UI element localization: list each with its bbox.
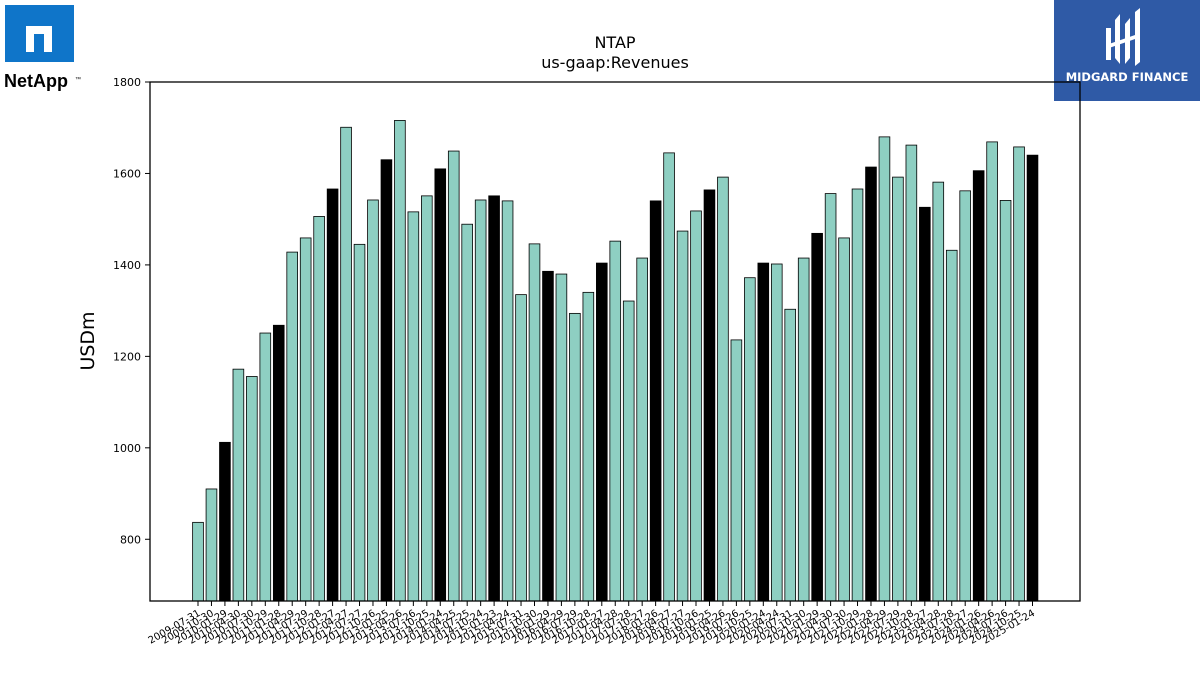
bar-2015-10-30	[528, 243, 541, 602]
bar-2024-01-26	[972, 170, 985, 602]
bar-2017-01-27	[596, 262, 608, 602]
y-tick-label-1600: 1600	[113, 167, 141, 180]
bar-2022-10-28	[905, 144, 918, 602]
bar-2019-10-25	[744, 277, 756, 602]
bar-2011-01-28	[272, 324, 285, 602]
bar-2014-01-24	[434, 168, 447, 602]
bar-2024-04-26	[986, 141, 998, 602]
midgard-emblem-bar-1	[1106, 28, 1111, 60]
bar-2016-07-29	[569, 312, 581, 602]
chart-title: NTAP	[594, 33, 635, 52]
bar-2014-04-25	[447, 150, 460, 602]
bar-2009-10-30	[205, 488, 218, 602]
bar-2014-07-25	[461, 223, 473, 602]
bar-2023-10-27	[959, 190, 971, 602]
bar-2010-07-30	[246, 376, 258, 602]
bar-2016-01-29	[542, 270, 554, 602]
bar-2023-07-28	[945, 249, 958, 602]
bar-2019-01-25	[703, 189, 716, 602]
bar-2024-07-26	[999, 200, 1012, 602]
bar-2022-01-28	[865, 166, 877, 602]
bar-2013-01-25	[380, 159, 393, 602]
midgard-emblem-cross	[1109, 34, 1138, 48]
y-tick-label-1200: 1200	[113, 350, 141, 363]
midgard-emblem-bar-2	[1115, 14, 1120, 64]
netapp-logo-trademark: ™	[75, 76, 81, 83]
y-tick-label-1400: 1400	[113, 259, 141, 272]
bar-2018-10-26	[690, 210, 702, 602]
bar-2011-10-28	[313, 216, 325, 602]
bar-2016-04-29	[555, 273, 568, 602]
bar-2023-01-27	[919, 206, 931, 602]
bar-2017-07-28	[622, 300, 635, 602]
bar-2017-10-27	[636, 257, 648, 602]
bar-2010-01-29	[219, 441, 231, 602]
midgard-finance-emblem: MIDGARD FINANCE	[1066, 8, 1189, 84]
bar-2022-04-29	[878, 136, 891, 602]
y-tick-label-1800: 1800	[113, 76, 141, 89]
midgard-finance-logo: MIDGARD FINANCE	[1054, 0, 1200, 101]
bar-2020-01-24	[757, 262, 770, 602]
bar-2025-01-24	[1026, 154, 1039, 602]
bar-2018-01-26	[649, 200, 662, 602]
netapp-logo: NetApp ™	[4, 5, 81, 91]
bar-2012-01-27	[326, 188, 339, 602]
bars-group	[192, 120, 1039, 602]
bar-2012-04-27	[340, 126, 352, 602]
plot-frame	[149, 81, 1081, 602]
bar-2017-04-28	[609, 240, 622, 602]
bar-2012-07-27	[353, 243, 366, 602]
bar-2020-07-31	[784, 308, 797, 602]
netapp-logo-glyph	[26, 26, 52, 52]
bar-2021-04-30	[824, 193, 837, 602]
bar-2012-10-26	[367, 199, 379, 602]
bar-2011-07-29	[299, 237, 312, 602]
bar-2009-07-31	[192, 521, 204, 602]
bar-2019-04-26	[717, 176, 729, 602]
bar-2013-04-26	[394, 120, 406, 602]
chart-subtitle: us-gaap:Revenues	[541, 53, 689, 72]
bar-2010-04-30	[232, 368, 245, 602]
bar-2010-10-29	[259, 332, 272, 602]
bar-2021-01-29	[811, 232, 823, 602]
bar-2019-07-26	[730, 339, 743, 602]
bar-2021-07-30	[838, 237, 850, 602]
bar-2014-10-24	[474, 199, 487, 602]
bar-2023-04-28	[932, 181, 945, 602]
bar-2020-10-30	[797, 257, 810, 602]
bar-2013-07-26	[407, 211, 420, 602]
y-tick-label-800: 800	[120, 533, 141, 546]
bar-2013-10-25	[421, 195, 433, 602]
bar-2022-07-29	[892, 176, 904, 602]
bar-2021-10-29	[851, 188, 864, 602]
y-tick-label-1000: 1000	[113, 442, 141, 455]
bar-2018-07-27	[676, 230, 689, 602]
bar-2024-10-25	[1013, 146, 1025, 602]
y-ticks-group: 800 1000 1200 1400 1600 1800	[113, 76, 150, 546]
y-axis-label: USDm	[77, 311, 99, 370]
x-ticks-group: 2009-07-312009-10-302010-01-292010-04-30…	[147, 601, 1037, 647]
bar-2016-10-28	[582, 291, 595, 602]
bar-2011-04-29	[286, 251, 298, 602]
bar-2015-07-31	[515, 294, 527, 602]
bar-2015-04-24	[501, 200, 514, 602]
bar-2020-04-24	[770, 263, 783, 602]
netapp-logo-text: NetApp	[4, 71, 68, 91]
bar-2015-01-23	[488, 195, 500, 602]
bar-2018-04-27	[663, 152, 675, 602]
midgard-logo-text: MIDGARD FINANCE	[1066, 70, 1189, 84]
